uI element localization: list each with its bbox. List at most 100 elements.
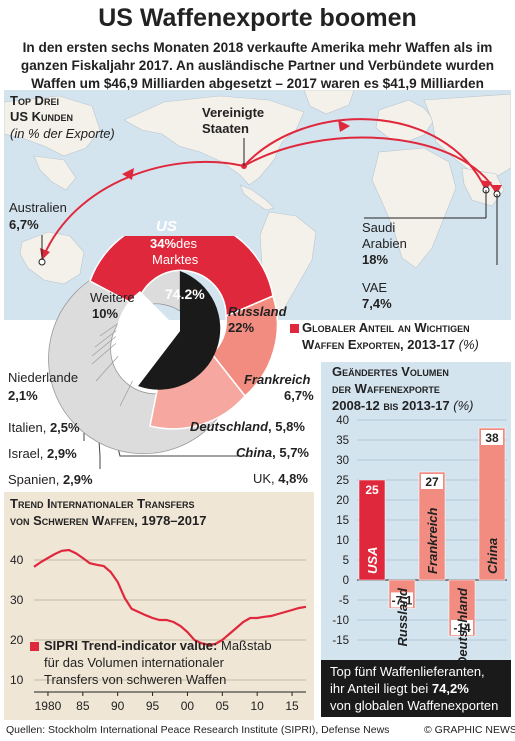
origin-label-line-1: Vereinigte [202, 105, 265, 120]
vol-value-box [391, 592, 413, 608]
vol-y-tick-label: 30 [336, 455, 349, 467]
vol-bar-frankreich [418, 471, 446, 581]
summary-line-3: von globalen Waffenexporten [330, 698, 499, 713]
trend-title-1: Trend Internationaler Transfers [10, 496, 195, 511]
vol-y-tick-label: 10 [336, 535, 349, 547]
summary-line-1: Top fünf Waffenlieferanten, [330, 664, 485, 679]
summary-line-2: ihr Anteil liegt bei 74,2% [330, 681, 469, 696]
donut-weitere-name: Weitere [90, 290, 135, 305]
vol-y-tick-label: 25 [336, 475, 349, 487]
spanien-value: 2,9% [62, 472, 93, 487]
vol-y-tick-label: -15 [332, 635, 349, 647]
global-share-unit: (%) [458, 337, 479, 352]
world-map [3, 89, 512, 321]
trend-x-tick-label: 00 [181, 699, 195, 713]
vol-value-box [421, 474, 443, 489]
china-name: China [236, 445, 273, 460]
map-title-line-1: Top Drei [10, 93, 59, 108]
trend-y-tick-label: 20 [10, 633, 24, 647]
map-title-line-2: US Kunden [10, 109, 74, 124]
trend-y-tick-label: 30 [10, 593, 24, 607]
donut-center-value: 74.2% [165, 286, 205, 302]
donut-us-suffix: des [176, 236, 197, 251]
vol-category-label: China [485, 538, 500, 574]
global-share-title-2: Waffen Exporten, 2013-17 (%) [302, 337, 479, 352]
label-niederlande-name: Niederlande [8, 370, 79, 385]
trend-y-tick-label: 10 [10, 673, 24, 687]
trend-legend-title: SIPRI Trend-indicator value: [44, 638, 218, 653]
donut-center-white [115, 291, 180, 386]
vol-title-3: 2008-12 bis 2013-17 (%) [332, 398, 474, 413]
trend-chart-panel [4, 492, 314, 720]
arabia-landmass [461, 167, 505, 207]
saudi-name-line-2: Arabien [362, 236, 407, 251]
vol-value-box [451, 620, 473, 635]
label-china: China, 5,7% [236, 445, 309, 460]
central-america-landmass [239, 184, 275, 211]
italien-value: 2,5% [49, 420, 80, 435]
volume-change-bar-chart: 40 35 30 25 20 15 10 5 0 -5 -10 -15 25 USA -7,1Russlan… [332, 415, 507, 660]
trend-legend-line-3: Transfers von schweren Waffen [44, 672, 227, 687]
trend-x-tick-label: 95 [146, 699, 160, 713]
arrowhead-vae [490, 185, 502, 194]
vol-value-box [361, 482, 383, 497]
australia-value: 6,7% [9, 217, 39, 232]
global-share-title-1: Globaler Anteil an Wichtigen [302, 320, 470, 335]
credit-note: © GRAPHIC NEWS [424, 724, 515, 736]
trend-x-tick-label: 1980 [35, 699, 62, 713]
trend-series-line [33, 548, 307, 646]
donut-us-value-line: 34%des [150, 236, 197, 251]
southeast-asia-landmass [33, 155, 77, 191]
vol-title-1: Geändertes Volumen [332, 364, 449, 379]
summary-box [321, 660, 511, 717]
trend-x-tick-label: 85 [76, 699, 90, 713]
arrowhead-mid-left [122, 168, 134, 180]
vol-value-label: 27 [425, 475, 439, 489]
vol-y-tick-label: 15 [336, 515, 349, 527]
intro-line-2: ganzen Fiskaljahr 2017. An ausländische … [20, 58, 495, 73]
uk-name: UK, [253, 471, 275, 486]
label-israel: Israel, 2,9% [8, 446, 77, 461]
vol-title-2: der Waffenexporte [332, 381, 440, 396]
donut-us-name: US [156, 218, 177, 235]
saudi-value: 18% [362, 252, 389, 267]
vol-y-tick-label: 35 [336, 435, 349, 447]
vol-y-tick-label: 0 [343, 575, 349, 587]
trend-title-2: von Schweren Waffen, 1978–2017 [10, 513, 207, 528]
donut-russland-name: Russland [228, 304, 287, 319]
australia-name: Australien [9, 200, 67, 215]
south-america-landmass [259, 211, 317, 321]
exporter-donut-chart [48, 236, 279, 469]
label-italien: Italien, 2,5% [8, 420, 80, 435]
israel-name: Israel, [8, 446, 44, 461]
summary-line-2-prefix: ihr Anteil liegt bei [330, 681, 429, 696]
vol-value-label: -14 [453, 621, 471, 635]
israel-value: 2,9% [47, 446, 77, 461]
vol-y-tick-label: 5 [343, 555, 349, 567]
donut-us-value: 34% [150, 236, 177, 251]
east-asia-landmass [3, 95, 101, 157]
spanien-name: Spanien, [8, 472, 60, 487]
vol-bar-china [478, 427, 506, 581]
vol-value-label: 25 [365, 483, 379, 497]
arrow-to-vae [243, 136, 498, 195]
trend-line-chart: 10 20 30 40 1980 85 90 95 00 05 10 15 [10, 548, 307, 713]
trend-legend-line-2: für das Volumen internationaler [44, 655, 224, 670]
label-frankreich-value: 6,7% [284, 388, 314, 403]
vol-value-label: 38 [485, 431, 499, 445]
vol-unit: (%) [453, 398, 474, 413]
trend-legend-marker [30, 642, 39, 651]
trend-y-tick-label: 40 [10, 553, 24, 567]
trend-legend-text-1: Maßstab [221, 638, 272, 653]
vol-category-label: Frankreich [425, 507, 440, 574]
uk-value: 4,8% [278, 471, 308, 486]
label-deutschland: Deutschland, 5,8% [190, 419, 305, 434]
italien-name: Italien, [8, 420, 47, 435]
australia-landmass [19, 231, 85, 285]
label-uk: UK, 4,8% [253, 471, 308, 486]
deutschland-value: 5,8% [275, 419, 305, 434]
intro-line-1: In den ersten sechs Monaten 2018 verkauf… [22, 40, 493, 55]
global-share-title-text: Waffen Exporten, 2013-17 [302, 337, 455, 352]
vol-value-box [481, 430, 503, 445]
vol-y-tick-label: -10 [332, 615, 349, 627]
